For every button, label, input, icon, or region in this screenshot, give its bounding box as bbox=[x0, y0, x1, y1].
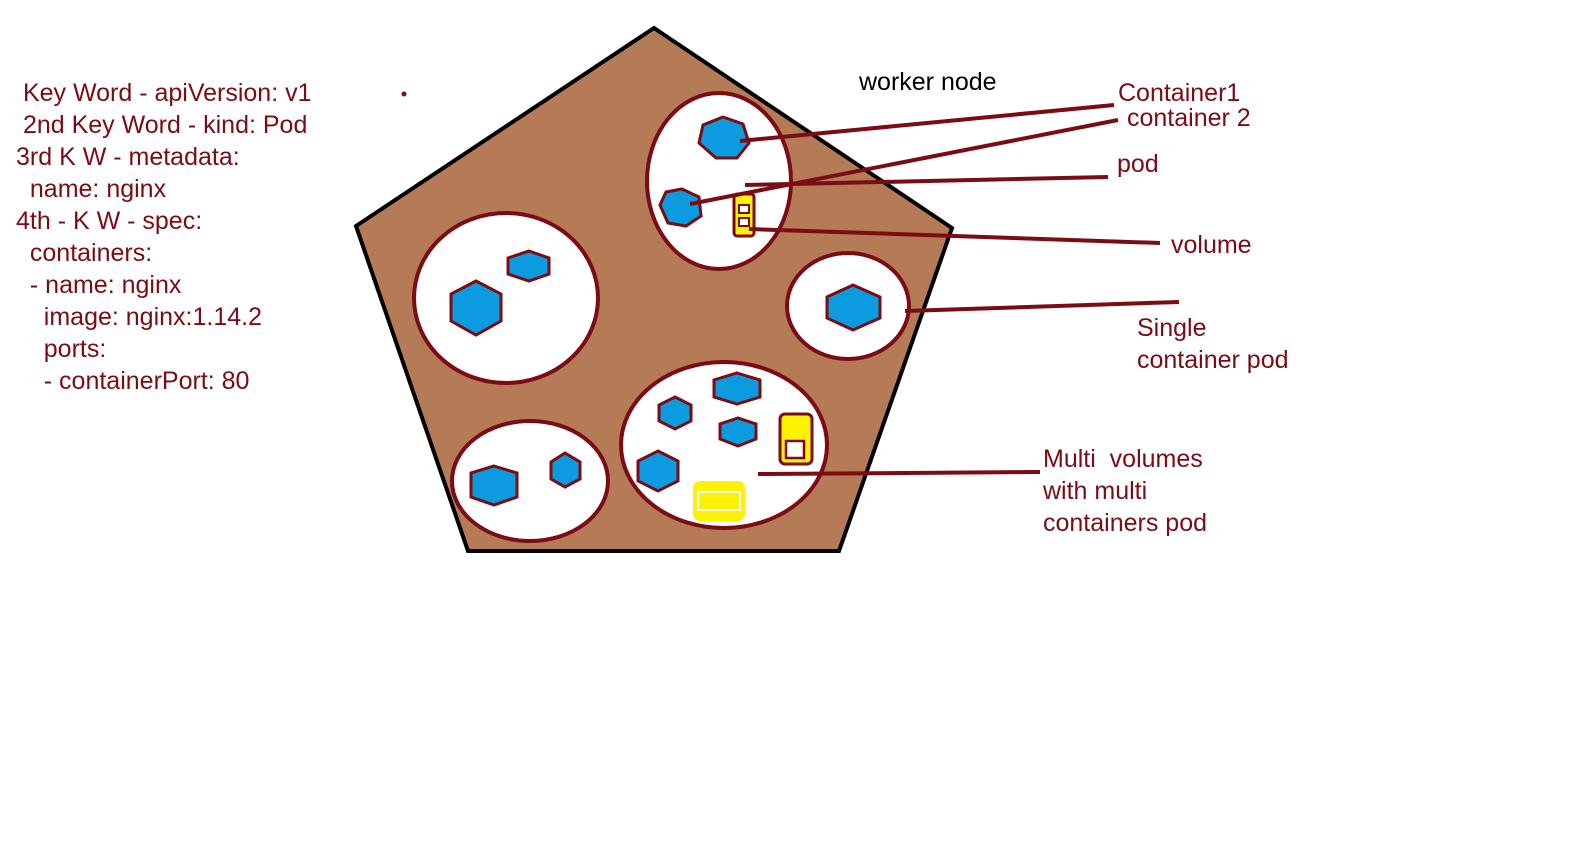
callout-single-pod bbox=[904, 300, 1180, 313]
multi-pod-label-line1: Multi volumes bbox=[1043, 445, 1203, 473]
multi-pod-label-line3: containers pod bbox=[1043, 509, 1207, 537]
yaml-line: image: nginx:1.14.2 bbox=[16, 303, 262, 331]
multi-pod-label-line2: with multi bbox=[1042, 477, 1147, 505]
container-hexagon bbox=[657, 395, 693, 431]
pod-yaml-spec: Key Word - apiVersion: v1 2nd Key Word -… bbox=[16, 77, 312, 397]
container-hexagon bbox=[469, 464, 519, 507]
callout-volume bbox=[748, 227, 1161, 245]
pod-circle bbox=[412, 211, 600, 385]
container-hexagon bbox=[636, 449, 680, 493]
yaml-line: 4th - K W - spec: bbox=[16, 207, 203, 235]
single-pod-label-line1: Single bbox=[1137, 314, 1207, 342]
container1-label: Container1 bbox=[1118, 79, 1240, 107]
worker-node-label: worker node bbox=[858, 68, 997, 96]
callout-pod bbox=[744, 175, 1109, 187]
yaml-line: 2nd Key Word - kind: Pod bbox=[16, 111, 308, 139]
container2-label: container 2 bbox=[1127, 104, 1251, 132]
volume-icon bbox=[778, 412, 814, 466]
volume-icon bbox=[693, 481, 745, 521]
yaml-line: - containerPort: 80 bbox=[16, 367, 250, 395]
callout-lines bbox=[689, 103, 1180, 476]
yaml-line: 3rd K W - metadata: bbox=[16, 143, 240, 171]
yaml-line: name: nginx bbox=[16, 175, 167, 203]
container-hexagon bbox=[825, 283, 882, 332]
single-pod-label-line2: container pod bbox=[1137, 346, 1289, 374]
container-hexagon bbox=[449, 279, 503, 337]
stray-dot bbox=[401, 91, 407, 97]
pod-label: pod bbox=[1117, 150, 1159, 178]
callout-container1 bbox=[739, 103, 1115, 143]
container-hexagon bbox=[506, 249, 551, 283]
callout-multi-pod bbox=[757, 470, 1041, 476]
container-hexagon bbox=[697, 115, 751, 160]
container-hexagon bbox=[718, 416, 758, 448]
volume-label: volume bbox=[1171, 231, 1252, 259]
container-hexagon bbox=[549, 451, 582, 489]
yaml-line: containers: bbox=[16, 239, 153, 267]
yaml-line: Key Word - apiVersion: v1 bbox=[16, 79, 312, 107]
container-hexagon bbox=[712, 371, 762, 406]
yaml-line: ports: bbox=[16, 335, 107, 363]
container-hexagon bbox=[658, 187, 703, 228]
yaml-line: - name: nginx bbox=[16, 271, 182, 299]
callout-container2 bbox=[689, 118, 1119, 206]
pod-circle bbox=[450, 419, 610, 543]
